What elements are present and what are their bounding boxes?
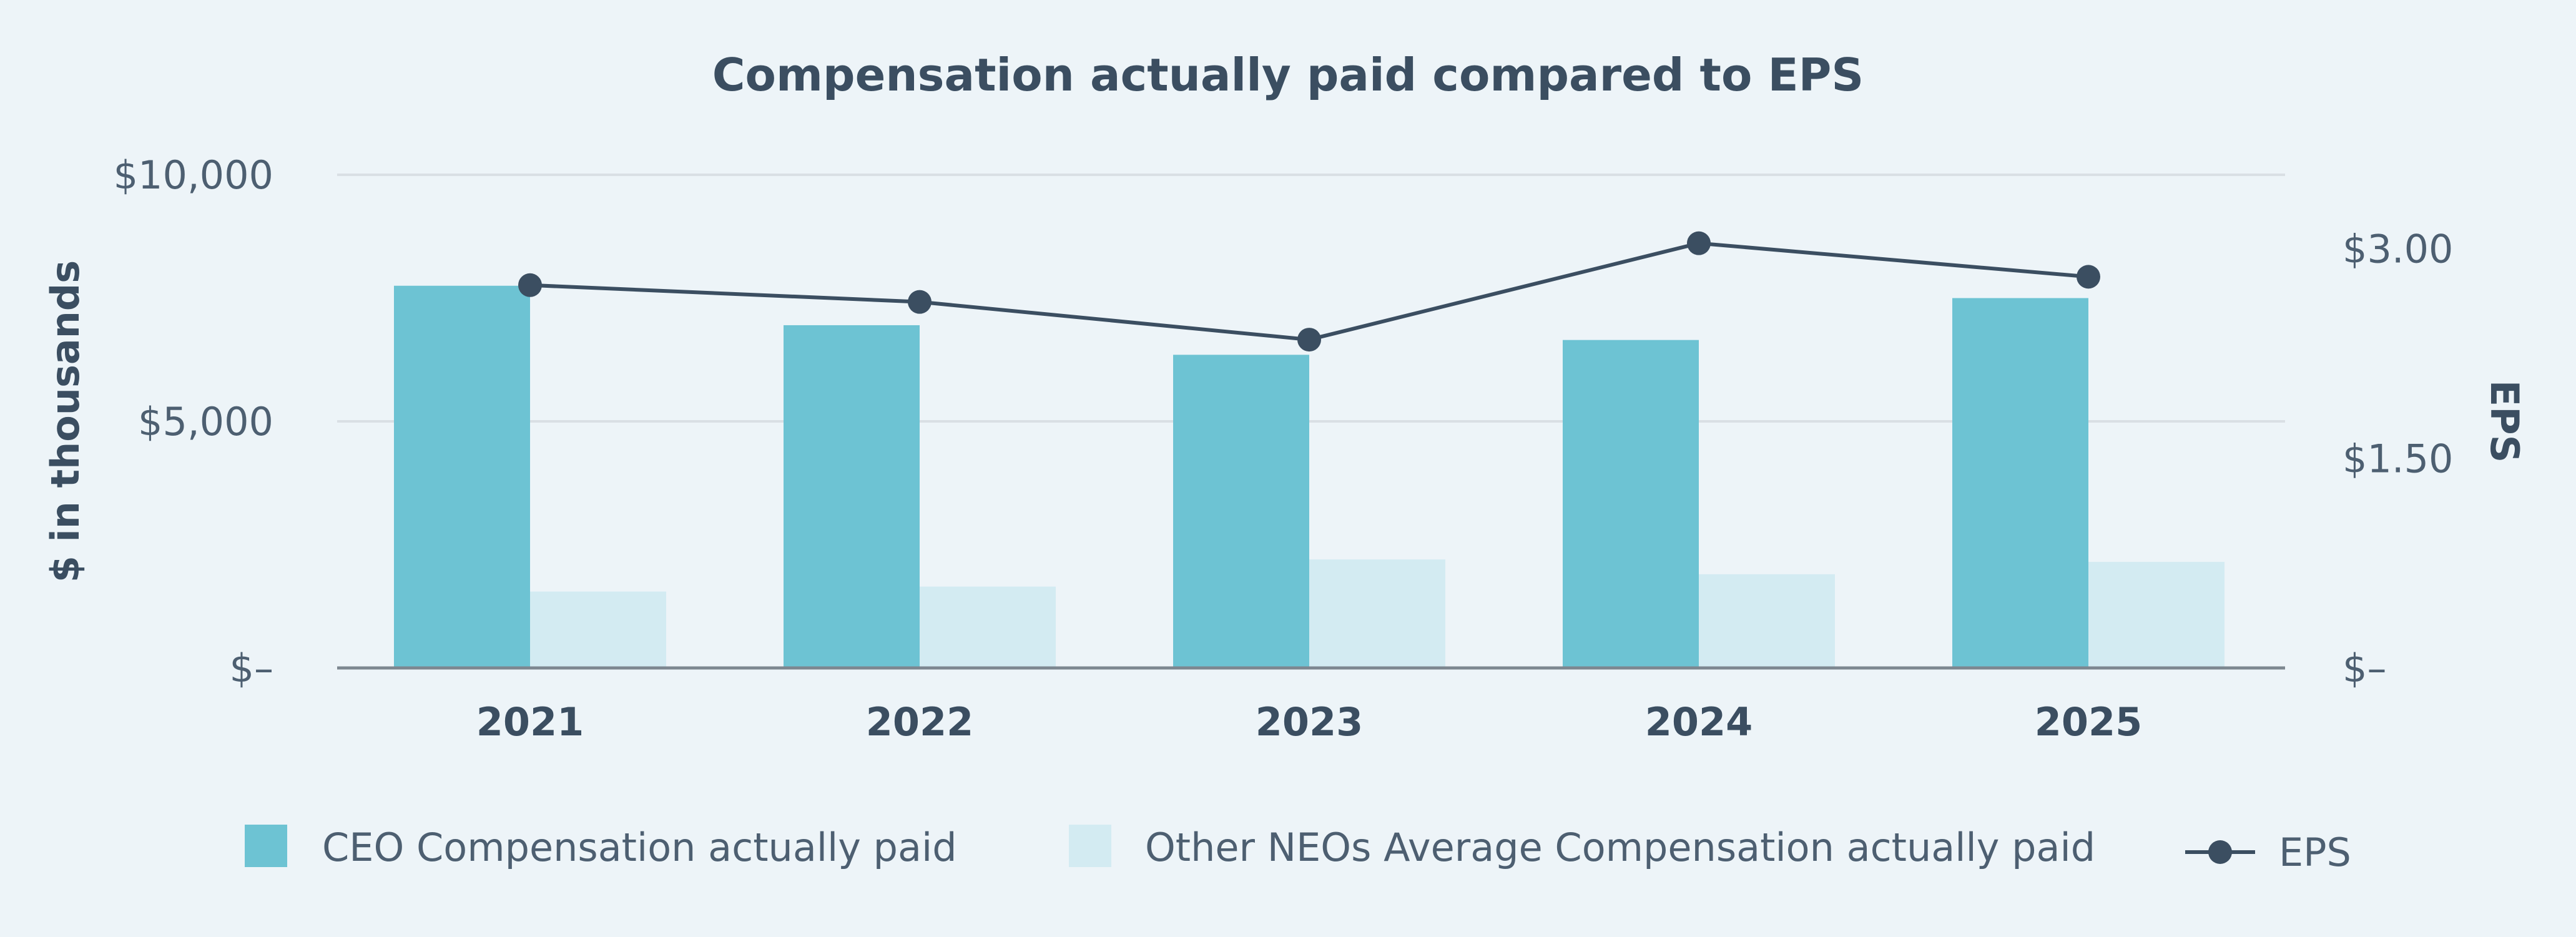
- y2-axis-title: EPS: [2482, 380, 2527, 463]
- axes: $– $5,000 $10,000 $– $1.50 $3.00 2021 2022 2023 2…: [114, 152, 2454, 745]
- eps-point-2023: [1297, 328, 1321, 352]
- y-tick-label-2: $10,000: [114, 152, 273, 198]
- legend-swatch-other-neos: [1069, 825, 1111, 867]
- x-tick-label-2021: 2021: [476, 699, 584, 745]
- legend-label-eps: EPS: [2279, 830, 2351, 875]
- x-tick-label-2023: 2023: [1256, 699, 1364, 745]
- y2-tick-label-0: $–: [2342, 645, 2386, 691]
- bar-ceo-2022: [784, 325, 920, 668]
- y-tick-label-0: $–: [230, 645, 273, 691]
- legend-swatch-ceo: [245, 825, 287, 867]
- eps-line: [518, 231, 2100, 352]
- eps-line-path: [529, 241, 2089, 342]
- bar-other-neos-2024: [1699, 574, 1835, 668]
- eps-point-2025: [2077, 265, 2100, 289]
- legend: CEO Compensation actually paid Other NEOs…: [245, 825, 2351, 875]
- bar-ceo-2024: [1563, 340, 1699, 668]
- legend-label-other-neos: Other NEOs Average Compensation actually…: [1145, 825, 2095, 870]
- bar-other-neos-2021: [530, 591, 666, 668]
- chart-title: Compensation actually paid compared to E…: [712, 49, 1864, 101]
- eps-point-2024: [1687, 231, 1711, 255]
- eps-point-2021: [518, 273, 542, 297]
- x-tick-label-2022: 2022: [866, 699, 974, 745]
- bar-ceo-2021: [394, 285, 530, 668]
- legend-label-ceo: CEO Compensation actually paid: [322, 825, 957, 870]
- bar-ceo-2023: [1173, 355, 1309, 668]
- x-tick-label-2025: 2025: [2035, 699, 2143, 745]
- y2-tick-label-2: $3.00: [2342, 227, 2454, 272]
- y-tick-label-1: $5,000: [138, 399, 273, 444]
- bar-other-neos-2023: [1309, 559, 1445, 668]
- bar-other-neos-2025: [2088, 562, 2225, 668]
- y-axis-title: $ in thousands: [42, 260, 88, 582]
- bar-ceo-2025: [1952, 298, 2088, 668]
- bar-other-neos-2022: [920, 586, 1056, 668]
- y2-tick-label-1: $1.50: [2342, 436, 2454, 481]
- legend-marker-eps: [2208, 840, 2232, 864]
- eps-point-2022: [908, 290, 932, 314]
- x-tick-label-2024: 2024: [1645, 699, 1753, 745]
- bars: [394, 285, 2225, 668]
